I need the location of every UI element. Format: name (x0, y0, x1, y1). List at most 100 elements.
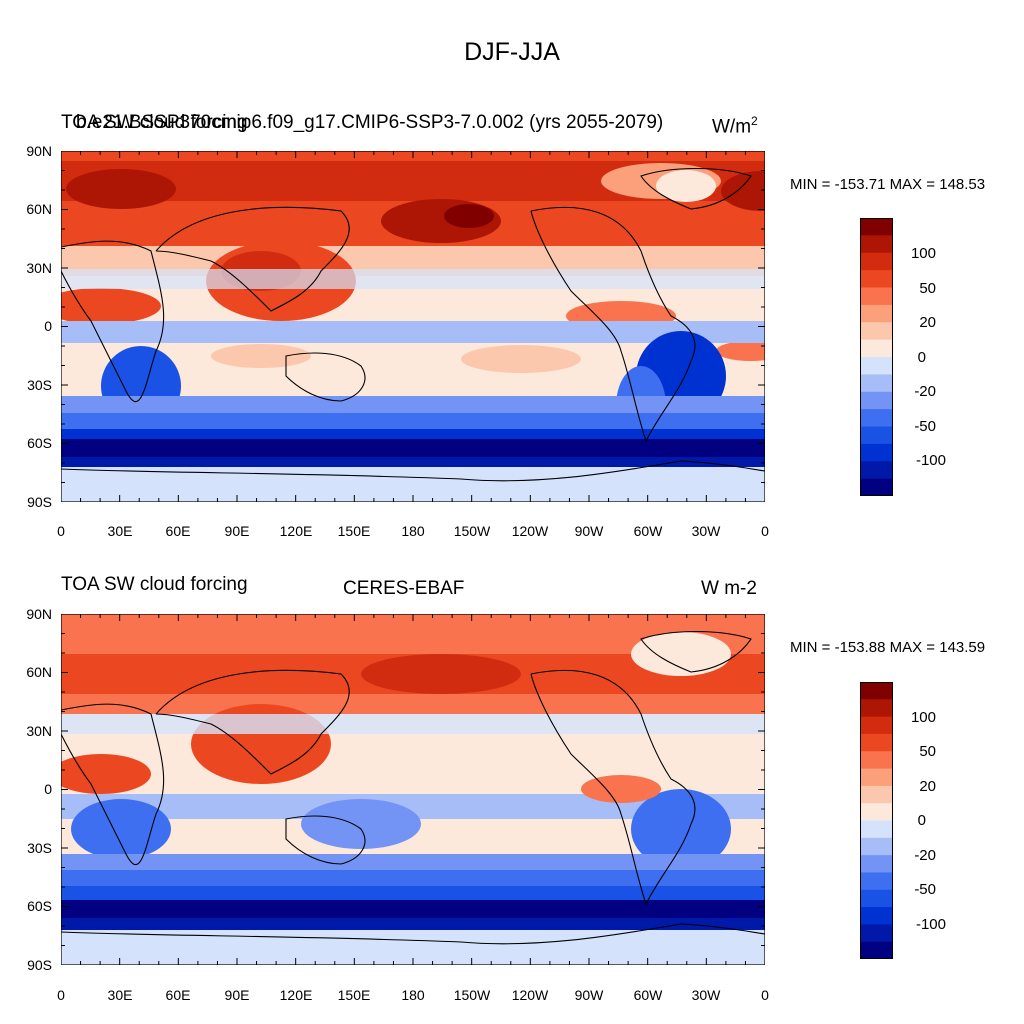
panel1-lat-label: 60S (27, 435, 52, 451)
panel2-lon-label: 60W (633, 987, 663, 1003)
panel2-lon-label: 0 (761, 987, 769, 1003)
panel1-lon-label: 0 (57, 523, 65, 539)
panel1-colorbar-label: 0 (917, 349, 926, 366)
colorbar-segment (860, 837, 893, 856)
panel2-lon-label: 30W (691, 987, 721, 1003)
panel1-colorbar-label: -50 (914, 418, 936, 435)
colorbar-segment (860, 374, 893, 393)
panel1-colorbar-label: -20 (914, 383, 936, 400)
colorbar-segment (860, 357, 893, 375)
panel2-lon-label: 120E (279, 987, 313, 1003)
band (61, 413, 765, 431)
band (61, 900, 765, 920)
panel1-colorbar-label: 50 (919, 280, 936, 297)
panel1-units: W/m2 (712, 114, 758, 138)
panel1-lon-label: 120W (511, 523, 549, 539)
colorbar-segment (860, 426, 893, 445)
panel1-lat-label: 30S (27, 377, 52, 393)
panel2-lat-label: 0 (44, 781, 52, 797)
panel2-colorbar-label: 0 (917, 812, 926, 829)
panel1-lon-label: 150W (453, 523, 491, 539)
panel1-lon-label: 60E (165, 523, 191, 539)
colorbar-segment (860, 785, 893, 804)
panel1-lon-label: 90W (574, 523, 604, 539)
panel2-colorbar-label: 100 (910, 709, 936, 726)
colorbar-segment (860, 287, 893, 306)
panel2-lat-label: 90S (27, 957, 52, 973)
panel1-center-title: b.e21.BSSP370cmip6.f09_g17.CMIP6-SSP3-7.… (76, 112, 664, 133)
panel1-colorbar (860, 218, 893, 497)
band (61, 439, 765, 461)
colorbar-segment (860, 322, 893, 341)
panel1-lon-label: 90E (224, 523, 250, 539)
panel2-min-max: MIN = -153.88 MAX = 143.59 (790, 639, 986, 656)
panel1-lon-label: 30E (107, 523, 133, 539)
colorbar-segment (860, 218, 893, 236)
band (61, 870, 765, 888)
band (444, 204, 494, 228)
page-title: DJF-JJA (464, 38, 560, 66)
colorbar-segment (860, 461, 893, 480)
panel2-lon-label: 0 (57, 987, 65, 1003)
panel1-lon-label: 120E (279, 523, 313, 539)
colorbar-segment (860, 768, 893, 787)
panel2-lon-label: 120W (511, 987, 549, 1003)
band (461, 345, 581, 373)
panel2-lon-label: 30E (107, 987, 133, 1003)
panel1-lon-label: 60W (633, 523, 663, 539)
colorbar-segment (860, 304, 893, 323)
band (301, 799, 421, 849)
panel2-lon-label: 90W (574, 987, 604, 1003)
colorbar-segment (860, 391, 893, 410)
panel2-lat-label: 60N (26, 664, 52, 680)
panel2-lon-label: 60E (165, 987, 191, 1003)
panel1-lon-label: 30W (691, 523, 721, 539)
colorbar-segment (860, 699, 893, 718)
colorbar-segment (860, 235, 893, 254)
colorbar-segment (860, 889, 893, 908)
colorbar-segment (860, 443, 893, 462)
panel2-lat-label: 90N (26, 606, 52, 622)
panel1-colorbar-label: 20 (919, 314, 936, 331)
band (61, 269, 765, 289)
colorbar-segment (860, 820, 893, 839)
panel2-lat-label: 30S (27, 840, 52, 856)
colorbar-segment (860, 924, 893, 943)
panel2-left-title: TOA SW cloud forcing (61, 574, 248, 595)
panel1-lat-label: 90S (27, 494, 52, 510)
panel1-map (61, 151, 765, 502)
panel1-colorbar-label: 100 (910, 245, 936, 262)
band (61, 754, 151, 794)
panel2-lon-label: 150W (453, 987, 491, 1003)
colorbar-segment (860, 716, 893, 735)
band (61, 854, 765, 872)
panel2-lat-label: 60S (27, 898, 52, 914)
panel1-lat-label: 30N (26, 260, 52, 276)
panel1-units-symbol: W/m (712, 116, 752, 138)
panel1-lon-label: 180 (401, 523, 425, 539)
panel2-lon-label: 90E (224, 987, 250, 1003)
panel2-colorbar-label: 50 (919, 743, 936, 760)
band (66, 169, 176, 209)
colorbar-segment (860, 409, 893, 427)
panel1-lat-label: 90N (26, 143, 52, 159)
panel1-lon-label: 150E (337, 523, 371, 539)
colorbar-segment (860, 478, 893, 497)
band (61, 321, 765, 343)
panel2-map (61, 614, 765, 965)
band (61, 396, 765, 416)
band (656, 170, 716, 202)
panel1-colorbar-label: -100 (915, 452, 946, 469)
band (721, 171, 765, 211)
colorbar-segment (860, 855, 893, 873)
colorbar-segment (860, 270, 893, 288)
panel1-lon-label: 0 (761, 523, 769, 539)
band (71, 799, 171, 859)
band (61, 457, 765, 467)
band (581, 775, 661, 803)
colorbar-segment (860, 682, 893, 700)
colorbar-segment (860, 339, 893, 358)
colorbar-segment (860, 907, 893, 925)
panel1-lat-label: 0 (44, 318, 52, 334)
colorbar-segment (860, 252, 893, 271)
